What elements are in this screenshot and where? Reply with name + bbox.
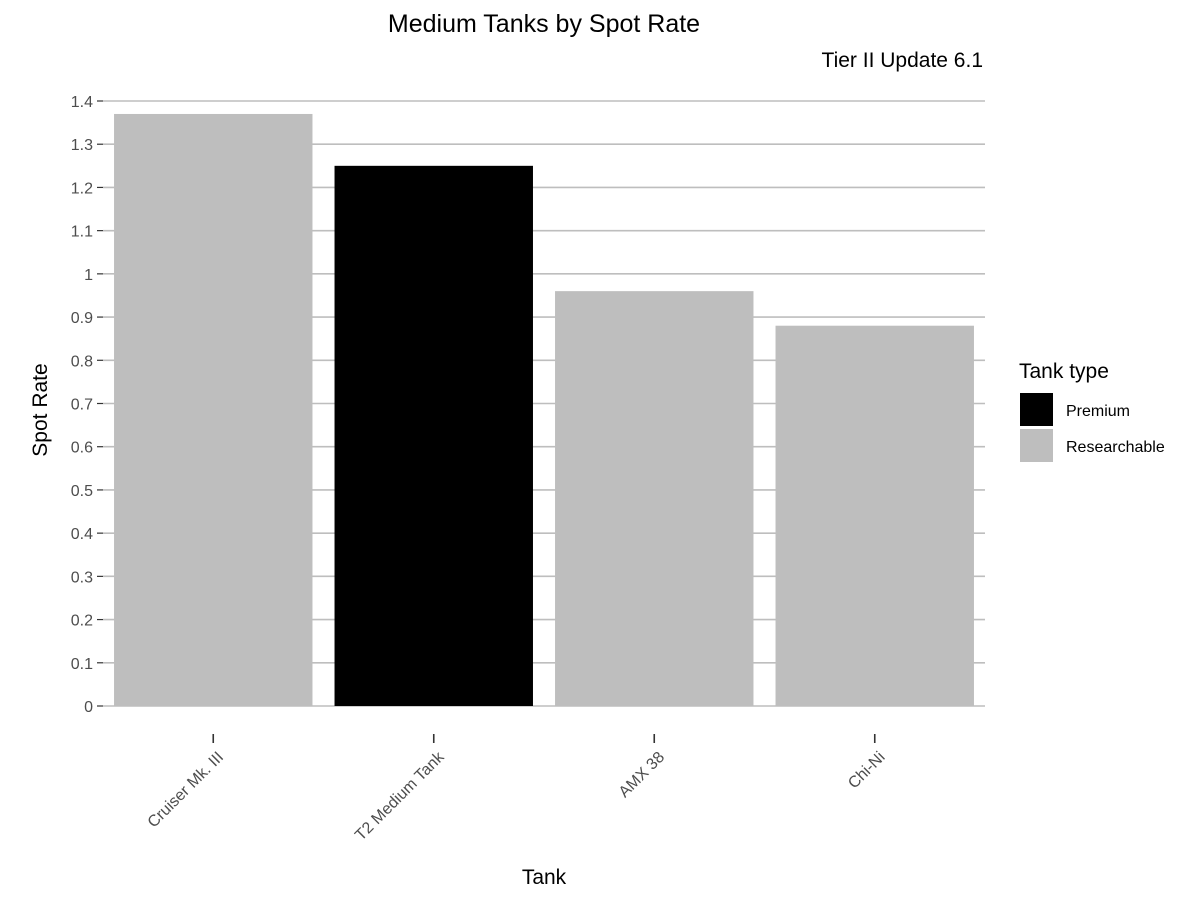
y-tick-label: 0.2 [71, 613, 93, 630]
x-axis-ticks: Cruiser Mk. III T2 Medium Tank AMX 38 Chi-N… [145, 734, 889, 844]
x-tick-label: AMX 38 [616, 749, 668, 801]
legend-swatch-researchable [1020, 429, 1053, 462]
x-axis-label: Tank [522, 866, 567, 889]
bar-t2-medium-tank [334, 165, 533, 707]
y-tick-label: 1 [84, 267, 93, 284]
y-tick-label: 1.2 [71, 180, 93, 197]
y-tick-label: 0.7 [71, 397, 93, 414]
y-tick-label: 0.3 [71, 569, 93, 586]
y-tick-label: 0.4 [71, 526, 93, 543]
y-tick-label: 0 [84, 699, 93, 716]
legend-title: Tank type [1019, 360, 1109, 383]
x-tick-label: Chi-Ni [845, 749, 888, 792]
legend: Tank type Premium Researchable [1019, 360, 1165, 462]
y-tick-label: 0.5 [71, 483, 93, 500]
chart-subtitle: Tier II Update 6.1 [822, 49, 983, 72]
legend-swatch-premium [1020, 393, 1053, 426]
bars [114, 113, 974, 707]
y-axis-label: Spot Rate [29, 363, 52, 456]
y-tick-label: 0.6 [71, 440, 93, 457]
y-tick-label: 1.4 [71, 94, 93, 111]
bar-chi-ni [775, 325, 974, 706]
bar-amx-38 [555, 291, 754, 706]
chart-title: Medium Tanks by Spot Rate [388, 10, 700, 38]
y-tick-label: 1.1 [71, 224, 93, 241]
y-tick-label: 1.3 [71, 137, 93, 154]
x-tick-label: T2 Medium Tank [352, 748, 448, 844]
y-tick-label: 0.1 [71, 656, 93, 673]
legend-label-premium: Premium [1066, 403, 1130, 420]
y-axis-ticks: 0 0.1 0.2 0.3 0.4 0.5 0.6 0.7 0.8 0.9 1 1.1 1.2 1.3 1.… [71, 94, 103, 716]
legend-label-researchable: Researchable [1066, 439, 1165, 456]
y-tick-label: 0.9 [71, 310, 93, 327]
bar-cruiser-mk-iii [114, 113, 313, 706]
y-tick-label: 0.8 [71, 353, 93, 370]
x-tick-label: Cruiser Mk. III [145, 749, 227, 831]
